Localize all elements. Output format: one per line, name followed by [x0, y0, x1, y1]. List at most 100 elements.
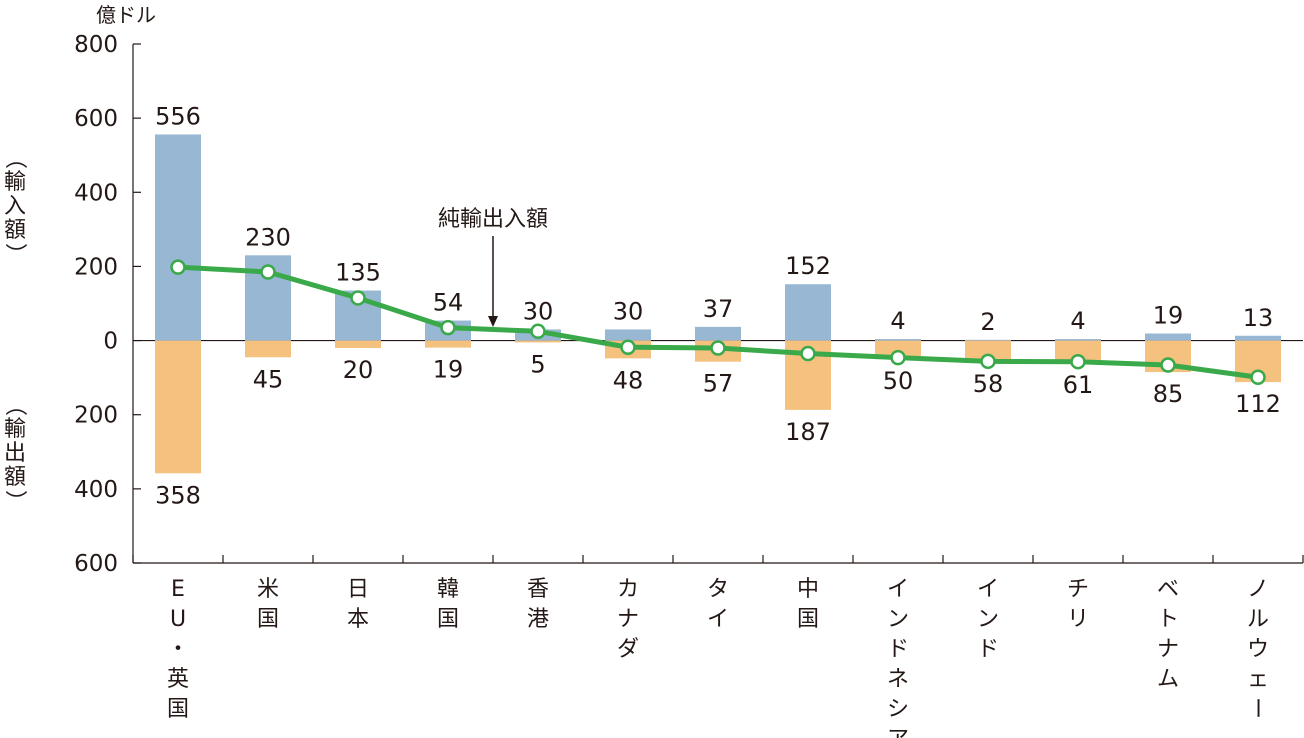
export-value-label: 358 [155, 481, 201, 509]
y-axis-label-char: 入 [4, 194, 26, 219]
y-tick-label: 200 [74, 254, 118, 280]
category-label-char: ト [1157, 607, 1179, 632]
y-tick-label: 400 [74, 180, 118, 206]
category-label-char: ン [977, 607, 999, 632]
import-value-label: 4 [890, 307, 905, 335]
net-point [890, 349, 906, 366]
import-bar [695, 326, 741, 341]
export-bar [335, 340, 381, 348]
export-value-label: 187 [785, 418, 831, 446]
category-label-char: チ [1067, 577, 1089, 602]
import-value-label: 230 [245, 223, 291, 251]
unit-label: 億ドル [96, 3, 156, 27]
category-label-char: ナ [1157, 637, 1179, 662]
category-label-char: ベ [1157, 577, 1179, 602]
import-value-label: 13 [1243, 304, 1274, 332]
y-tick-label: 200 [74, 403, 118, 429]
category-label-char: 日 [347, 577, 369, 602]
export-value-label: 61 [1063, 371, 1094, 399]
category-label: 中国 [797, 577, 819, 632]
import-axis-label: （輸入額） [2, 147, 27, 265]
category-label-char: ェ [1247, 667, 1269, 692]
category-label-char: 国 [797, 607, 819, 632]
import-value-label: 152 [785, 252, 831, 280]
net-point [1250, 369, 1266, 386]
y-axis-label-char: 額 [4, 218, 26, 243]
label-layer: 556 230 135 54 30 30 37 152 4 2 4 19 13 358 45 20 19 5 48 5… [155, 102, 1281, 509]
import-value-label: 30 [523, 297, 554, 325]
export-value-label: 85 [1153, 380, 1184, 408]
category-label-char: ル [1247, 607, 1269, 632]
import-bar [1145, 333, 1191, 341]
category-label: インド [977, 577, 999, 662]
export-value-label: 48 [613, 366, 644, 394]
category-label-char: 米 [257, 577, 279, 602]
category-label-char: 国 [167, 697, 189, 722]
category-label-char: ア [887, 727, 909, 738]
export-bar [515, 340, 561, 343]
category-label-char: 中 [797, 577, 819, 602]
category-label-char: ム [1157, 667, 1179, 692]
category-label: 日本 [347, 577, 369, 632]
import-value-label: 19 [1153, 302, 1184, 330]
category-label-char: イ [887, 577, 909, 602]
y-axis-label-char: （ [2, 147, 27, 169]
category-label-char: ネ [887, 667, 909, 692]
category-label-char: リ [1067, 607, 1089, 632]
category-label-char: ・ [167, 637, 189, 662]
category-label-char: ウ [1247, 637, 1269, 662]
import-bar [155, 134, 201, 341]
y-axis-label-char: 額 [4, 465, 26, 490]
category-label-char: ナ [617, 607, 639, 632]
net-annotation-label: 純輸出入額 [438, 207, 548, 232]
net-point [980, 353, 996, 370]
import-value-label: 4 [1070, 307, 1085, 335]
export-value-label: 19 [433, 356, 464, 384]
import-bar [1055, 339, 1101, 341]
axis-layer: 億ドル8006004002000200400600（輸入額）（輸出額）EU・英国… [2, 3, 1304, 738]
import-value-label: 30 [613, 297, 644, 325]
category-label-char: E [171, 577, 185, 602]
y-axis-label-char: 輸 [4, 417, 26, 442]
net-point [530, 323, 546, 340]
net-point [1160, 357, 1176, 373]
export-value-label: 45 [253, 365, 284, 393]
export-value-label: 57 [703, 370, 734, 398]
category-label-char: 国 [257, 607, 279, 632]
y-tick-label: 600 [74, 106, 118, 132]
net-point [710, 340, 726, 356]
export-bar [875, 340, 921, 360]
export-bar [425, 340, 471, 348]
category-label-char: 国 [437, 607, 459, 632]
import-value-label: 37 [703, 295, 734, 323]
category-label-char: 英 [167, 667, 189, 692]
y-axis-label-char: ） [2, 490, 27, 512]
export-bar [155, 340, 201, 474]
export-value-label: 112 [1235, 390, 1281, 418]
net-line-layer [170, 259, 1266, 386]
export-bar [245, 340, 291, 358]
category-label-char: カ [617, 577, 639, 602]
export-bar [965, 340, 1011, 363]
category-label-char: 本 [347, 607, 369, 632]
import-bar [605, 329, 651, 341]
import-value-label: 135 [335, 259, 381, 287]
y-tick-label: 0 [103, 329, 118, 355]
category-label-char: ン [887, 607, 909, 632]
y-tick-label: 600 [74, 551, 118, 577]
category-label-char: シ [887, 697, 909, 722]
category-label-char: ダ [617, 637, 639, 662]
category-label: EU ・英国 [167, 577, 189, 722]
export-value-label: 20 [343, 356, 374, 384]
y-axis-label-char: （ [2, 394, 27, 416]
export-bar [1055, 340, 1101, 364]
y-tick-label: 800 [74, 32, 118, 58]
import-value-label: 54 [433, 289, 464, 317]
export-axis-label: （輸出額） [2, 394, 27, 512]
category-label-char: タ [707, 577, 729, 602]
category-label-char: 韓 [437, 577, 459, 602]
net-point [440, 319, 456, 336]
